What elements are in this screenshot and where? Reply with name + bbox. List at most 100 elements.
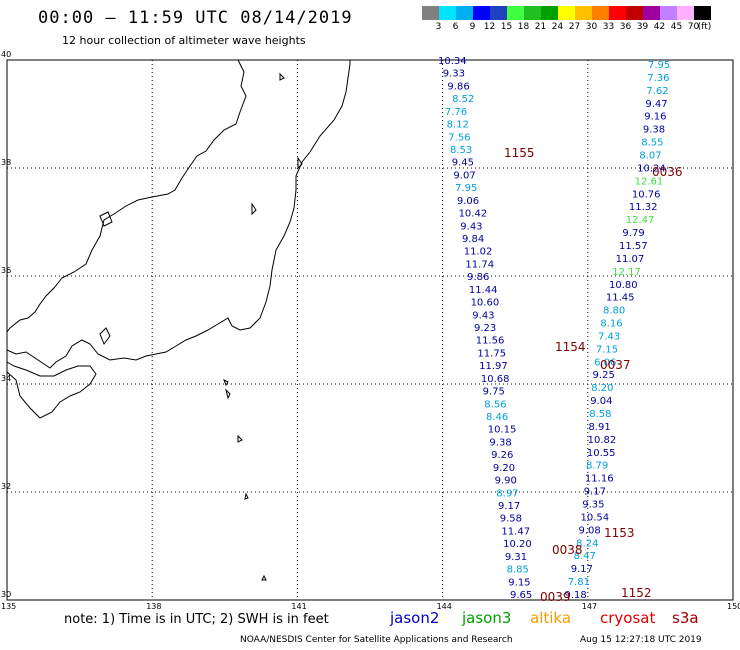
wave-height-value: 12.47 xyxy=(626,215,655,226)
wave-height-value: 11.97 xyxy=(479,361,508,372)
coastline-shikoku xyxy=(6,361,97,419)
wave-height-value: 10.34 xyxy=(438,56,467,67)
wave-height-value: 8.07 xyxy=(639,150,661,161)
legend-swatch xyxy=(660,6,677,20)
wave-height-value: 9.58 xyxy=(500,514,522,525)
wave-height-value: 9.25 xyxy=(593,370,615,381)
coastline-honshu xyxy=(6,59,351,369)
credit-text: NOAA/NESDIS Center for Satellite Applica… xyxy=(240,635,513,645)
wave-height-value: 7.43 xyxy=(598,331,620,342)
legend-label: 15 xyxy=(500,22,513,32)
wave-height-value: 8.97 xyxy=(496,488,518,499)
wave-height-value: 9.06 xyxy=(457,196,479,207)
legend-swatch xyxy=(643,6,660,20)
lon-label: 138 xyxy=(146,602,162,611)
wave-height-value: 9.75 xyxy=(483,387,505,398)
wave-height-value: 12.17 xyxy=(612,267,641,278)
legend-label: 21 xyxy=(534,22,547,32)
legend-swatch xyxy=(456,6,473,20)
page-title: 00:00 – 11:59 UTC 08/14/2019 xyxy=(38,8,353,28)
legend-label: 33 xyxy=(602,22,615,32)
wave-height-value: 10.20 xyxy=(503,539,532,550)
wave-height-value: 9.04 xyxy=(590,396,612,407)
wave-height-value: 8.47 xyxy=(574,551,596,562)
lat-label: 30 xyxy=(1,590,12,599)
lat-label: 34 xyxy=(1,374,12,383)
wave-height-value: 10.15 xyxy=(488,425,517,436)
wave-height-value: 8.91 xyxy=(588,422,610,433)
wave-height-value: 8.55 xyxy=(641,138,663,149)
wave-height-value: 8.53 xyxy=(450,145,472,156)
map-frame xyxy=(6,59,734,601)
wave-height-value: 10.54 xyxy=(580,512,609,523)
pass-time-tag: 1155 xyxy=(504,146,535,160)
wave-height-value: 10.82 xyxy=(588,435,617,446)
legend-label: 24 xyxy=(551,22,564,32)
satellite-name-cryosat: cryosat xyxy=(600,609,656,627)
legend-swatch xyxy=(541,6,558,20)
wave-height-value: 11.02 xyxy=(464,247,493,258)
lon-label: 144 xyxy=(436,602,452,611)
legend-label: 30 xyxy=(585,22,598,32)
satellite-name-s3a: s3a xyxy=(672,609,699,627)
wave-height-value: 9.33 xyxy=(443,69,465,80)
wave-height-value: 7.56 xyxy=(448,132,470,143)
lon-label: 147 xyxy=(581,602,598,611)
wave-height-value: 11.57 xyxy=(619,241,648,252)
lon-label: 141 xyxy=(291,602,307,611)
legend-swatch xyxy=(677,6,694,20)
legend-swatch xyxy=(694,6,711,20)
pass-time-tag: 1153 xyxy=(604,526,635,540)
wave-height-value: 10.76 xyxy=(632,189,661,200)
legend-label: 18 xyxy=(517,22,530,32)
pass-time-tag: 0039 xyxy=(540,590,571,604)
wave-height-value: 8.56 xyxy=(484,399,506,410)
wave-height-value: 8.46 xyxy=(486,412,508,423)
pass-time-tag: 0038 xyxy=(552,543,583,557)
page-subtitle: 12 hour collection of altimeter wave hei… xyxy=(62,34,306,47)
wave-height-value: 11.32 xyxy=(629,202,658,213)
timestamp: Aug 15 12:27:18 UTC 2019 xyxy=(580,635,702,645)
wave-height-value: 11.56 xyxy=(476,336,505,347)
legend-label: 42 xyxy=(653,22,666,32)
wave-height-value: 11.45 xyxy=(606,293,635,304)
legend-label: 36 xyxy=(619,22,632,32)
wave-height-value: 11.47 xyxy=(501,526,530,537)
lat-label: 32 xyxy=(1,482,12,491)
wave-height-value: 8.16 xyxy=(600,319,622,330)
legend-swatch xyxy=(626,6,643,20)
wave-height-value: 6.06 xyxy=(594,357,616,368)
wave-height-value: 9.07 xyxy=(453,170,475,181)
wave-height-value: 9.17 xyxy=(498,501,520,512)
wave-height-value: 10.68 xyxy=(481,374,510,385)
wave-height-value: 10.60 xyxy=(471,298,500,309)
legend-swatch xyxy=(575,6,592,20)
wave-height-value: 9.31 xyxy=(505,552,527,563)
wave-height-value: 8.80 xyxy=(603,306,625,317)
legend-swatch xyxy=(524,6,541,20)
legend-swatch xyxy=(558,6,575,20)
wave-height-value: 8.58 xyxy=(589,409,611,420)
legend-label: 6 xyxy=(452,22,459,32)
pass-time-tag: 1152 xyxy=(621,586,652,600)
wave-height-value: 9.17 xyxy=(571,564,593,575)
legend-swatch xyxy=(592,6,609,20)
wave-height-value: 7.81 xyxy=(568,577,590,588)
wave-height-value: 9.18 xyxy=(564,590,586,601)
legend-label: 12 xyxy=(483,22,496,32)
wave-height-value: 9.79 xyxy=(622,228,644,239)
legend-swatch xyxy=(473,6,490,20)
lon-label: 150 xyxy=(727,602,740,611)
wave-height-value: 12.61 xyxy=(635,176,664,187)
wave-height-value: 7.62 xyxy=(646,86,668,97)
legend-label: 9 xyxy=(469,22,476,32)
wave-height-value: 9.26 xyxy=(491,450,513,461)
pass-time-tag: 0037 xyxy=(600,358,631,372)
satellite-name-jason3: jason3 xyxy=(462,609,512,627)
wave-height-value: 11.75 xyxy=(477,348,506,359)
color-legend xyxy=(422,6,711,20)
satellite-name-jason2: jason2 xyxy=(390,609,440,627)
legend-label: 70 xyxy=(687,22,700,32)
grid-lines xyxy=(7,60,733,600)
legend-swatch xyxy=(490,6,507,20)
